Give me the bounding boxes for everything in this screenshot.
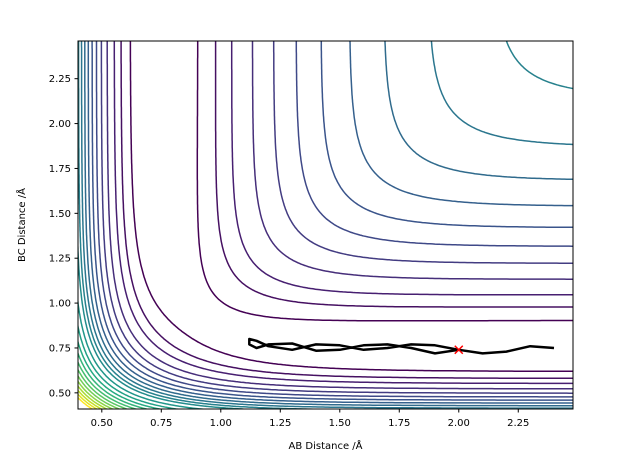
contour-level: [78, 296, 209, 409]
contour-level: [91, 41, 573, 401]
x-tick-label: 1.50: [329, 418, 351, 429]
contour-level: [120, 41, 573, 380]
x-tick-label: 1.75: [388, 418, 410, 429]
contour-level: [78, 360, 139, 409]
contour-level: [78, 389, 104, 409]
x-tick-label: 0.75: [150, 418, 172, 429]
contour-level: [78, 339, 164, 409]
contour-level: [78, 393, 99, 409]
contour-level: [129, 41, 573, 373]
start-marker: [454, 345, 464, 355]
contour-lines: [78, 41, 573, 409]
contour-level: [84, 41, 573, 407]
contour-level: [87, 41, 573, 404]
y-tick-label: 2.25: [49, 74, 71, 85]
contour-level: [78, 385, 109, 409]
x-tick-label: 0.50: [91, 418, 113, 429]
y-tick-label: 1.00: [49, 299, 71, 310]
trajectory-line: [248, 337, 555, 355]
y-axis-label: BC Distance /Å: [15, 188, 28, 262]
contour-level: [95, 41, 573, 398]
plot-frame: [77, 40, 574, 410]
contour-level: [80, 41, 573, 409]
x-tick-label: 1.00: [210, 418, 232, 429]
x-axis-label: AB Distance /Å: [289, 439, 363, 452]
x-tick-label: 1.25: [269, 418, 291, 429]
x-axis: 0.50 0.75 1.00 1.25 1.50 1.75 2.00 2.25: [91, 409, 529, 429]
contour-level: [78, 351, 150, 409]
y-tick-label: 1.75: [49, 164, 71, 175]
x-tick-label: 2.00: [448, 418, 470, 429]
contour-level: [78, 396, 94, 409]
contour-level: [78, 230, 257, 409]
contour-level: [78, 374, 122, 409]
trajectory-layer: [248, 337, 555, 355]
x-tick-label: 2.25: [507, 418, 529, 429]
y-tick-label: 1.50: [49, 209, 71, 220]
contour-level: [78, 322, 182, 409]
contour-level: [78, 380, 115, 409]
y-tick-label: 0.75: [49, 343, 71, 354]
y-tick-label: 1.25: [49, 254, 71, 265]
y-tick-label: 2.00: [49, 119, 71, 130]
contour-level: [100, 41, 573, 394]
contour-level: [113, 41, 573, 385]
y-axis: 0.50 0.75 1.00 1.25 1.50 1.75 2.00 2.25: [49, 74, 78, 399]
y-tick-label: 0.50: [49, 388, 71, 399]
contour-level: [106, 41, 573, 390]
contour-level: [78, 41, 573, 409]
